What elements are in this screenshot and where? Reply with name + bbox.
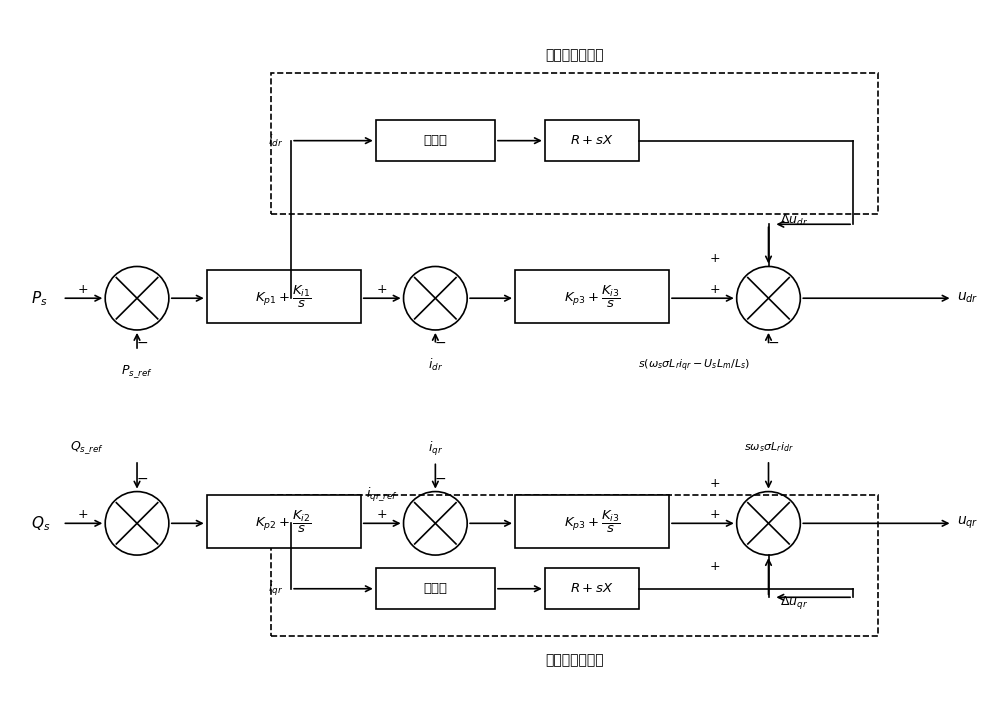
Text: $u_{qr}$: $u_{qr}$ <box>957 515 979 532</box>
Text: $R+sX$: $R+sX$ <box>570 134 614 147</box>
Text: −: − <box>136 472 148 486</box>
Text: −: − <box>768 335 779 350</box>
Text: $K_{p1}+\dfrac{K_{i1}}{s}$: $K_{p1}+\dfrac{K_{i1}}{s}$ <box>255 284 312 310</box>
Text: $P_s$: $P_s$ <box>31 289 47 308</box>
Text: +: + <box>78 508 89 521</box>
Text: $K_{p3}+\dfrac{K_{i3}}{s}$: $K_{p3}+\dfrac{K_{i3}}{s}$ <box>564 508 620 535</box>
Text: 滤波器: 滤波器 <box>423 134 447 147</box>
Text: $i_{dr}$: $i_{dr}$ <box>428 357 443 373</box>
Text: $R+sX$: $R+sX$ <box>570 582 614 596</box>
Text: 滤波器: 滤波器 <box>423 582 447 596</box>
Text: $P_{s\_ref}$: $P_{s\_ref}$ <box>121 363 153 380</box>
Text: $i_{qr}$: $i_{qr}$ <box>428 440 443 458</box>
Text: $K_{p3}+\dfrac{K_{i3}}{s}$: $K_{p3}+\dfrac{K_{i3}}{s}$ <box>564 284 620 310</box>
FancyBboxPatch shape <box>515 495 669 548</box>
Text: $i_{qr\_ref}$: $i_{qr\_ref}$ <box>366 486 398 504</box>
Text: 虚拟阱抗控制器: 虚拟阱抗控制器 <box>545 654 604 667</box>
Text: +: + <box>376 508 387 521</box>
Text: $\Delta u_{dr}$: $\Delta u_{dr}$ <box>780 213 809 228</box>
Text: +: + <box>709 476 720 490</box>
Text: 虚拟阱抗控制器: 虚拟阱抗控制器 <box>545 49 604 62</box>
Text: −: − <box>435 335 446 350</box>
Text: $Q_{s\_ref}$: $Q_{s\_ref}$ <box>70 440 104 457</box>
FancyBboxPatch shape <box>376 121 495 161</box>
Text: $s\omega_s\sigma L_r i_{dr}$: $s\omega_s\sigma L_r i_{dr}$ <box>744 440 793 454</box>
Text: +: + <box>709 252 720 264</box>
FancyBboxPatch shape <box>376 569 495 609</box>
FancyBboxPatch shape <box>545 121 639 161</box>
Text: $i_{dr}$: $i_{dr}$ <box>268 133 283 149</box>
Text: $s(\omega_s\sigma L_r i_{qr}-U_s L_m/L_s)$: $s(\omega_s\sigma L_r i_{qr}-U_s L_m/L_s… <box>638 358 750 374</box>
Text: $u_{dr}$: $u_{dr}$ <box>957 291 979 306</box>
Text: $K_{p2}+\dfrac{K_{i2}}{s}$: $K_{p2}+\dfrac{K_{i2}}{s}$ <box>255 508 312 535</box>
Text: +: + <box>709 508 720 521</box>
Text: $i_{qr}$: $i_{qr}$ <box>268 580 283 598</box>
Text: +: + <box>376 284 387 296</box>
Text: −: − <box>136 335 148 350</box>
Text: +: + <box>78 284 89 296</box>
Text: +: + <box>709 284 720 296</box>
FancyBboxPatch shape <box>207 270 361 323</box>
Text: $\Delta u_{qr}$: $\Delta u_{qr}$ <box>780 593 809 610</box>
FancyBboxPatch shape <box>207 495 361 548</box>
Text: $Q_s$: $Q_s$ <box>31 514 50 532</box>
FancyBboxPatch shape <box>515 270 669 323</box>
Text: −: − <box>435 472 446 486</box>
Text: +: + <box>709 560 720 573</box>
FancyBboxPatch shape <box>545 569 639 609</box>
